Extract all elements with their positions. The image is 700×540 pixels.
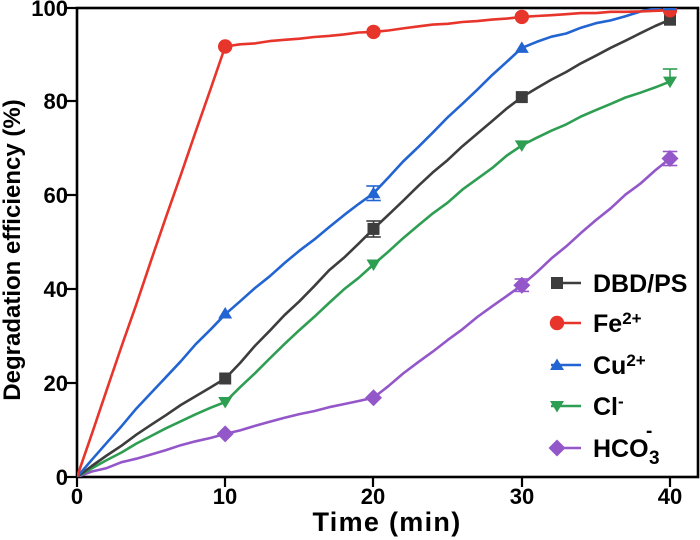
svg-text:HCO: HCO [593, 435, 649, 463]
svg-text:Cl-: Cl- [593, 392, 624, 421]
svg-text:Cu2+: Cu2+ [593, 351, 646, 380]
svg-text:0: 0 [71, 484, 83, 509]
svg-text:Time (min): Time (min) [312, 507, 461, 537]
svg-text:20: 20 [44, 371, 68, 396]
svg-text:80: 80 [44, 89, 68, 114]
svg-text:100: 100 [31, 0, 68, 21]
svg-text:Fe2+: Fe2+ [593, 309, 642, 338]
svg-text:40: 40 [44, 277, 68, 302]
svg-text:40: 40 [658, 484, 682, 509]
svg-text:10: 10 [213, 484, 237, 509]
svg-text:30: 30 [510, 484, 534, 509]
svg-text:20: 20 [361, 484, 385, 509]
svg-text:DBD/PS: DBD/PS [593, 270, 687, 298]
svg-text:Degradation efficiency (%): Degradation efficiency (%) [0, 99, 26, 400]
svg-text:60: 60 [44, 183, 68, 208]
svg-text:-: - [646, 421, 652, 442]
svg-text:3: 3 [649, 448, 660, 469]
svg-text:0: 0 [56, 465, 68, 490]
